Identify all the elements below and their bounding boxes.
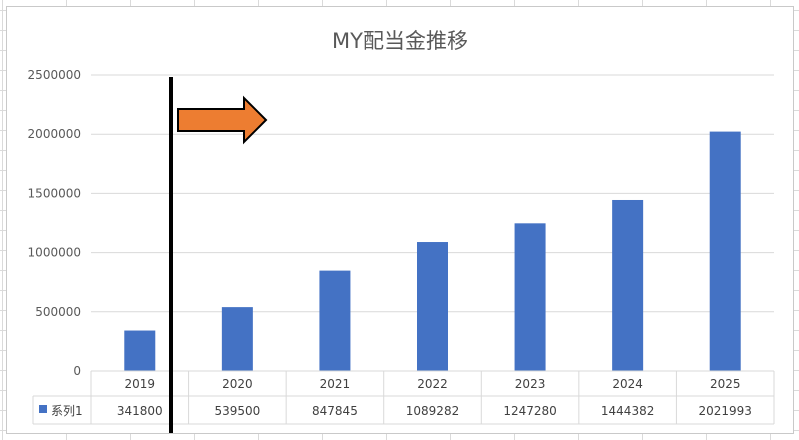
data-label: 1247280 — [503, 404, 556, 418]
data-label: 2021993 — [698, 404, 751, 418]
bar-series — [124, 131, 741, 371]
bar — [124, 330, 156, 371]
y-axis-tick-labels: 0 500000 1000000 1500000 2000000 2500000 — [28, 68, 81, 378]
bar — [417, 242, 448, 371]
legend-swatch — [39, 405, 47, 413]
x-category-label: 2023 — [515, 377, 546, 391]
chart-area[interactable]: MY配当金推移 0 500000 1000000 1500000 2000000 2500… — [6, 6, 794, 434]
y-tick-label: 1000000 — [28, 246, 81, 260]
x-category-label: 2025 — [710, 377, 741, 391]
x-category-label: 2020 — [222, 377, 253, 391]
y-tick-label: 2500000 — [28, 68, 81, 82]
legend-series-name: 系列1 — [51, 404, 83, 418]
bar — [709, 131, 741, 371]
x-category-label: 2021 — [320, 377, 351, 391]
chart-title: MY配当金推移 — [332, 29, 468, 53]
bar — [221, 307, 253, 371]
annotations — [169, 77, 268, 433]
data-label: 1444382 — [601, 404, 654, 418]
y-tick-label: 1500000 — [28, 186, 81, 200]
data-label: 539500 — [214, 404, 260, 418]
x-category-label: 2022 — [417, 377, 448, 391]
orange-arrow — [177, 95, 268, 145]
y-tick-label: 0 — [73, 364, 81, 378]
y-tick-label: 2000000 — [28, 127, 81, 141]
data-label: 847845 — [312, 404, 358, 418]
data-table: 2019 341800 2020 539500 2021 847845 2022 108928… — [32, 370, 775, 425]
y-tick-label: 500000 — [35, 305, 81, 319]
data-label: 1089282 — [406, 404, 459, 418]
bar — [319, 270, 351, 371]
bar — [514, 223, 546, 371]
x-category-label: 2024 — [612, 377, 643, 391]
chart-svg: 0 500000 1000000 1500000 2000000 2500000 2019… — [28, 68, 775, 433]
bar — [612, 199, 644, 371]
x-category-label: 2019 — [125, 377, 156, 391]
data-label: 341800 — [117, 404, 163, 418]
